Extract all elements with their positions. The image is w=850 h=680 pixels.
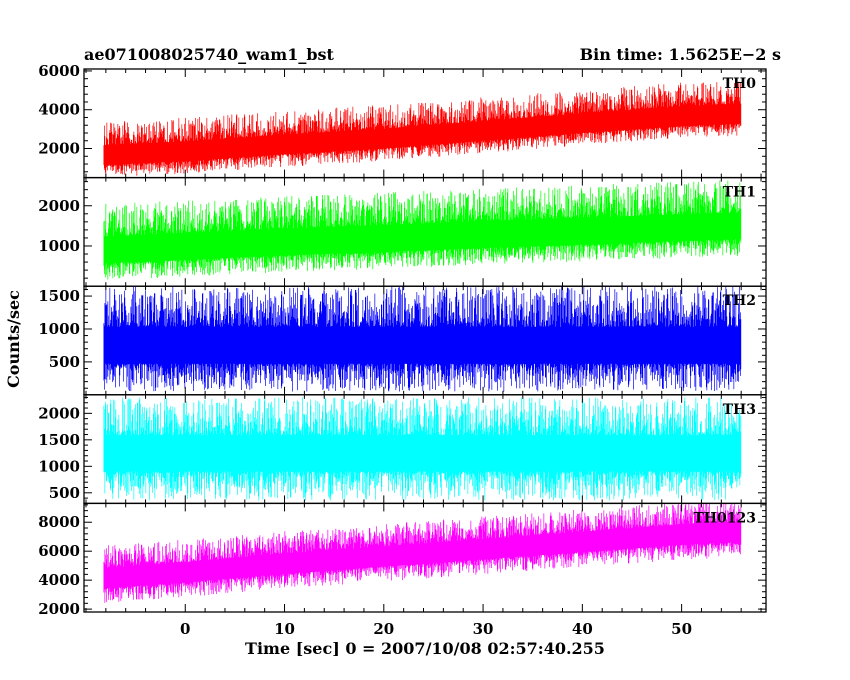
y-tick-label: 8000 xyxy=(38,513,80,531)
series-th0 xyxy=(103,81,742,177)
observation-id-title: ae071008025740_wam1_bst xyxy=(84,45,335,64)
series-th0123 xyxy=(103,503,742,603)
x-tick-label: 30 xyxy=(473,620,494,638)
x-tick-label: 0 xyxy=(180,620,190,638)
y-tick-label: 4000 xyxy=(38,101,80,119)
series-th2 xyxy=(103,286,742,392)
y-tick-label: 4000 xyxy=(38,571,80,589)
y-tick-label: 1000 xyxy=(38,237,80,255)
panel-th3: 500 1000 1500 2000 TH3 xyxy=(38,394,767,505)
y-tick-label: 1000 xyxy=(38,457,80,475)
y-tick-label: 2000 xyxy=(38,140,80,158)
panel-label: TH2 xyxy=(723,293,756,309)
y-tick-label: 1500 xyxy=(38,287,80,305)
panel-label: TH1 xyxy=(723,185,756,201)
y-tick-label: 6000 xyxy=(38,542,80,560)
panel-th2: 500 1000 1500 TH2 xyxy=(38,285,767,396)
panel-label: TH0123 xyxy=(693,510,756,526)
y-tick-label: 1500 xyxy=(38,431,80,449)
panel-frame xyxy=(83,502,767,613)
x-tick-label: 20 xyxy=(373,620,394,638)
y-tick-label: 1000 xyxy=(38,320,80,338)
x-tick-label: 10 xyxy=(274,620,295,638)
panel-label: TH0 xyxy=(723,76,757,92)
y-axis-label: Counts/sec xyxy=(4,290,23,388)
y-tick-label: 500 xyxy=(49,353,80,371)
x-tick-label: 40 xyxy=(572,620,593,638)
y-tick-label: 2000 xyxy=(38,404,80,422)
y-tick-label: 500 xyxy=(49,484,80,502)
series-th3 xyxy=(103,397,742,501)
x-axis-label: Time [sec] 0 = 2007/10/08 02:57:40.255 xyxy=(245,639,605,658)
series-th1 xyxy=(103,180,742,280)
y-tick-label: 6000 xyxy=(38,62,80,80)
panel-label: TH3 xyxy=(723,402,756,418)
panel-th1: 1000 2000 TH1 xyxy=(38,176,767,287)
bin-time-label: Bin time: 1.5625E−2 s xyxy=(580,45,781,64)
panel-th0123: 2000 4000 6000 8000 TH0123 xyxy=(38,502,767,618)
x-tick-label: 50 xyxy=(671,620,692,638)
y-tick-label: 2000 xyxy=(38,600,80,618)
panel-th0: 2000 4000 6000 TH0 xyxy=(38,62,767,179)
y-tick-label: 2000 xyxy=(38,197,80,215)
